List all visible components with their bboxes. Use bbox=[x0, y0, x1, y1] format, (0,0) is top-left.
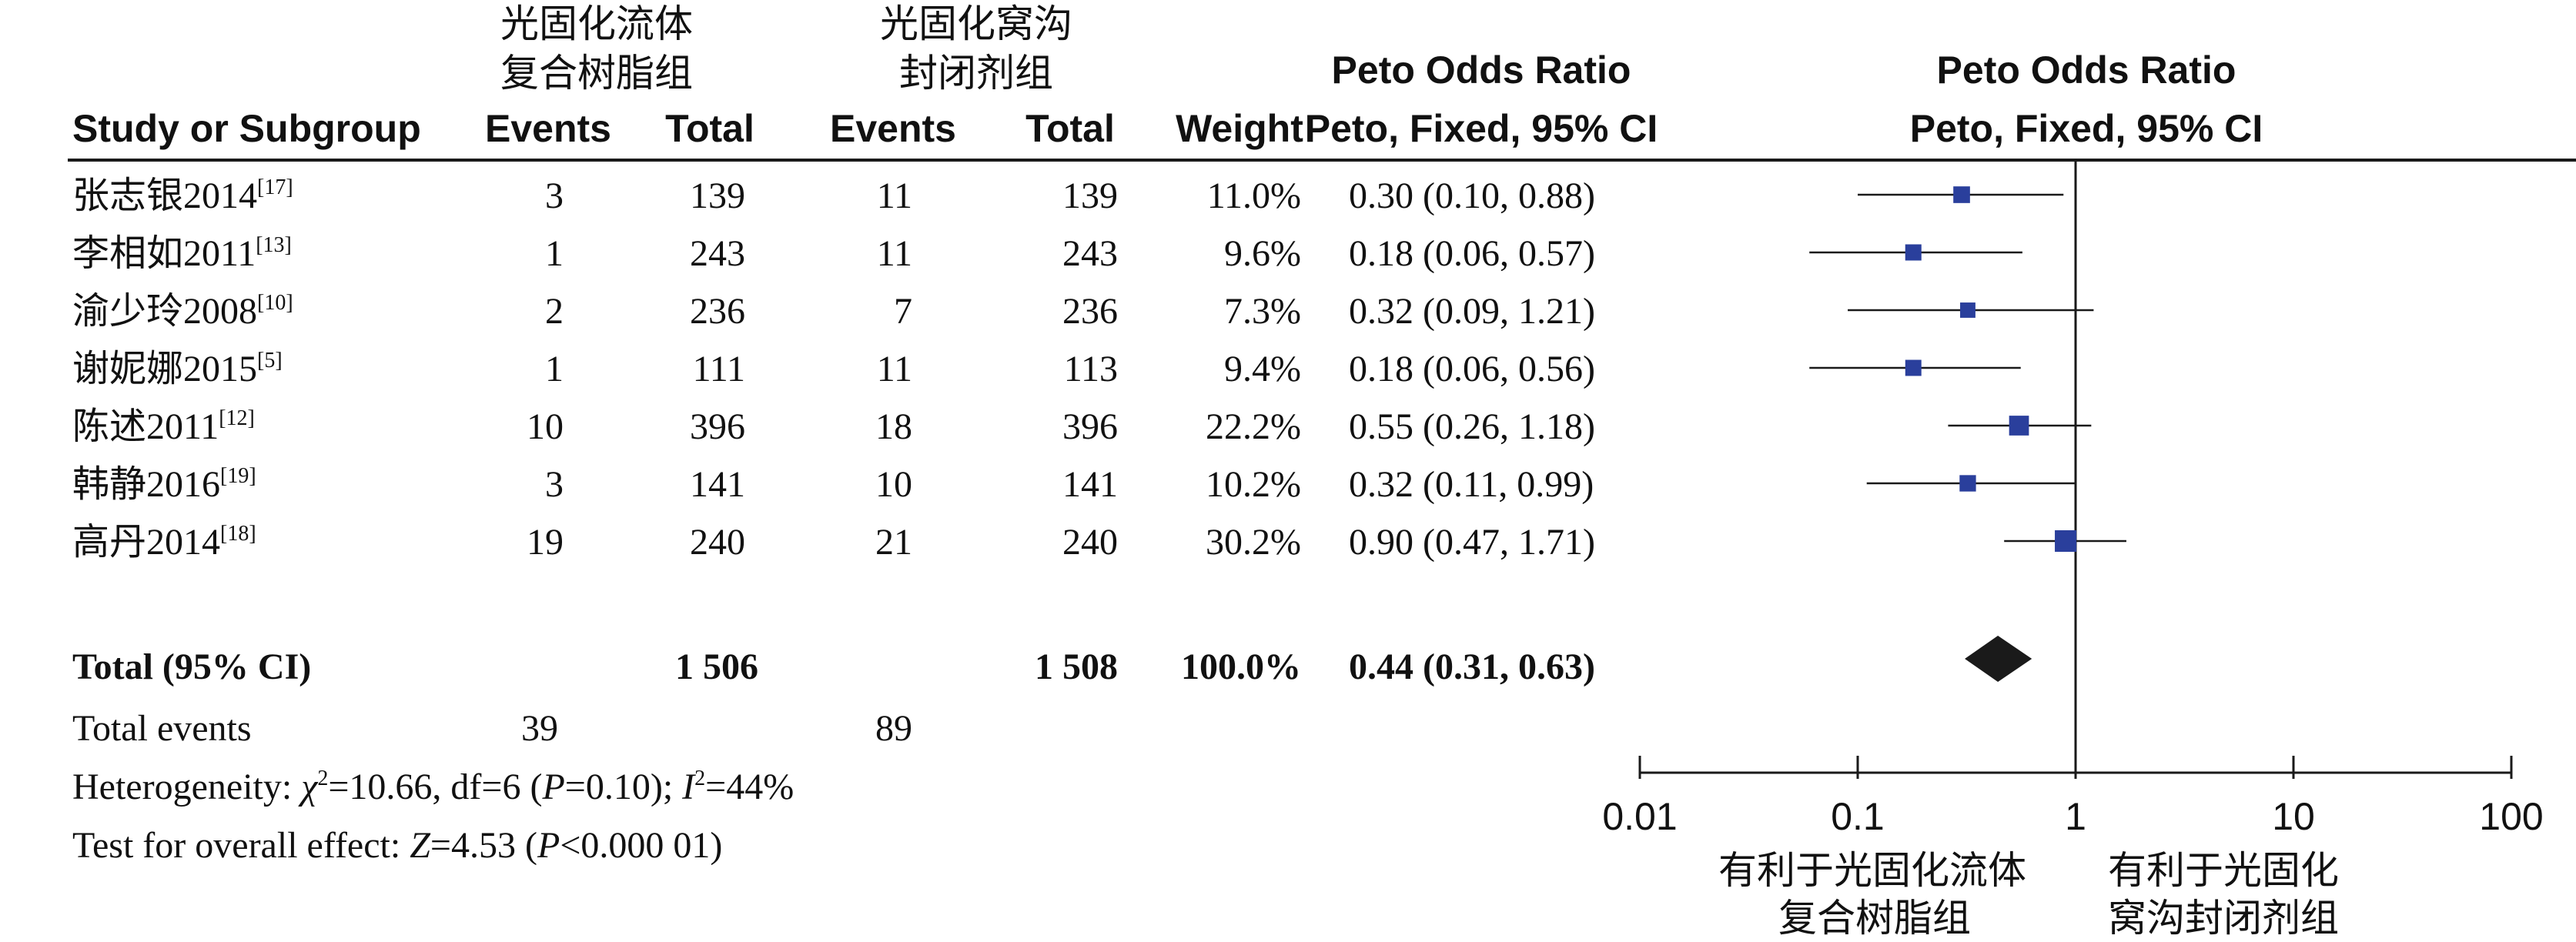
ci-text-cell: 0.55 (0.26, 1.18) bbox=[1349, 406, 1595, 447]
study-name: 李相如2011[13] bbox=[72, 233, 292, 274]
study-name: 谢妮娜2015[5] bbox=[72, 349, 283, 389]
study-name: 陈述2011[12] bbox=[72, 406, 255, 447]
x-tick-label: 0.1 bbox=[1831, 795, 1885, 838]
study-column-header: Study or Subgroup bbox=[72, 107, 421, 150]
group1-header-line1: 光固化流体 bbox=[500, 2, 693, 46]
or-method-header: Peto, Fixed, 95% CI bbox=[1305, 107, 1658, 150]
ci-text-cell: 0.18 (0.06, 0.57) bbox=[1349, 233, 1595, 274]
events2-cell: 11 bbox=[877, 349, 912, 389]
weight-cell: 30.2% bbox=[1206, 522, 1301, 563]
overall-effect-text: Test for overall effect: Z=4.53 (P<0.000… bbox=[72, 825, 722, 866]
total1-cell: 139 bbox=[690, 175, 745, 216]
study-marker bbox=[1953, 186, 1970, 203]
total-label: Total (95% CI) bbox=[72, 646, 311, 687]
total1-cell: 141 bbox=[690, 464, 745, 505]
total2-value: 1 508 bbox=[1035, 646, 1118, 687]
study-marker bbox=[2009, 416, 2029, 436]
study-name: 高丹2014[18] bbox=[72, 522, 256, 563]
x-tick-label: 0.01 bbox=[1602, 795, 1677, 838]
events1-cell: 1 bbox=[545, 349, 564, 389]
events1-cell: 10 bbox=[527, 406, 564, 447]
events1-column-header: Events bbox=[485, 107, 611, 150]
favours-right-line2: 窝沟封闭剂组 bbox=[2108, 896, 2339, 940]
heterogeneity-text: Heterogeneity: χ2=10.66, df=6 (P=0.10); … bbox=[72, 767, 794, 807]
total2-cell: 141 bbox=[1062, 464, 1118, 505]
ci-text-cell: 0.32 (0.11, 0.99) bbox=[1349, 464, 1594, 505]
favours-left-line1: 有利于光固化流体 bbox=[1718, 848, 2026, 893]
ci-text-cell: 0.18 (0.06, 0.56) bbox=[1349, 349, 1595, 389]
x-tick-label: 10 bbox=[2272, 795, 2315, 838]
x-tick-label: 1 bbox=[2065, 795, 2086, 838]
events2-cell: 18 bbox=[875, 406, 912, 447]
total2-column-header: Total bbox=[1025, 107, 1115, 150]
study-name: 张志银2014[17] bbox=[72, 175, 293, 216]
weight-column-header: Weight bbox=[1176, 107, 1303, 150]
total1-column-header: Total bbox=[665, 107, 754, 150]
ci-text-cell: 0.32 (0.09, 1.21) bbox=[1349, 291, 1595, 332]
study-marker bbox=[2055, 530, 2077, 552]
ci-text-cell: 0.30 (0.10, 0.88) bbox=[1349, 175, 1595, 216]
study-marker bbox=[1905, 359, 1922, 376]
total-events-label: Total events bbox=[72, 708, 252, 749]
total-weight-value: 100.0% bbox=[1181, 646, 1301, 687]
summary-diamond bbox=[1965, 636, 2032, 682]
total2-cell: 236 bbox=[1062, 291, 1118, 332]
total-ci-text: 0.44 (0.31, 0.63) bbox=[1349, 646, 1595, 687]
favours-right-line1: 有利于光固化 bbox=[2108, 848, 2339, 893]
weight-cell: 9.4% bbox=[1224, 349, 1301, 389]
events2-cell: 10 bbox=[875, 464, 912, 505]
study-name: 渝少玲2008[10] bbox=[72, 291, 293, 332]
group1-header-line2: 复合树脂组 bbox=[500, 51, 693, 95]
study-name: 韩静2016[19] bbox=[72, 464, 256, 505]
group2-header-line2: 封闭剂组 bbox=[899, 51, 1053, 95]
total1-value: 1 506 bbox=[675, 646, 758, 687]
total-events2-value: 89 bbox=[875, 708, 912, 749]
study-marker bbox=[1960, 302, 1975, 318]
plot-method-header: Peto, Fixed, 95% CI bbox=[1910, 107, 2263, 150]
total2-cell: 243 bbox=[1062, 233, 1118, 274]
total1-cell: 111 bbox=[693, 349, 745, 389]
study-marker bbox=[1905, 244, 1922, 261]
or-header-title: Peto Odds Ratio bbox=[1332, 48, 1631, 92]
study-marker bbox=[1959, 475, 1976, 492]
weight-cell: 22.2% bbox=[1206, 406, 1301, 447]
total1-cell: 243 bbox=[690, 233, 745, 274]
events1-cell: 19 bbox=[527, 522, 564, 563]
weight-cell: 10.2% bbox=[1206, 464, 1301, 505]
events2-cell: 11 bbox=[877, 233, 912, 274]
total2-cell: 139 bbox=[1062, 175, 1118, 216]
events1-cell: 1 bbox=[545, 233, 564, 274]
weight-cell: 7.3% bbox=[1224, 291, 1301, 332]
total-events1-value: 39 bbox=[521, 708, 558, 749]
events2-cell: 21 bbox=[875, 522, 912, 563]
events1-cell: 2 bbox=[545, 291, 564, 332]
total1-cell: 240 bbox=[690, 522, 745, 563]
events2-cell: 7 bbox=[894, 291, 912, 332]
weight-cell: 11.0% bbox=[1207, 175, 1301, 216]
total1-cell: 396 bbox=[690, 406, 745, 447]
total2-cell: 396 bbox=[1062, 406, 1118, 447]
group2-header-line1: 光固化窝沟 bbox=[880, 2, 1072, 46]
ci-text-cell: 0.90 (0.47, 1.71) bbox=[1349, 522, 1595, 563]
total2-cell: 240 bbox=[1062, 522, 1118, 563]
favours-left-line2: 复合树脂组 bbox=[1778, 896, 1971, 940]
total2-cell: 113 bbox=[1064, 349, 1118, 389]
study-rows: 张志银2014[17] 3 139 11 139 11.0% 0.30 (0.10, 0.8… bbox=[72, 175, 1595, 563]
events2-column-header: Events bbox=[830, 107, 956, 150]
x-tick-label: 100 bbox=[2479, 795, 2543, 838]
events1-cell: 3 bbox=[545, 464, 564, 505]
plot-header-title: Peto Odds Ratio bbox=[1937, 48, 2236, 92]
forest-plot-marks: 0.01 0.1 1 10 100 bbox=[1602, 162, 2544, 838]
total1-cell: 236 bbox=[690, 291, 745, 332]
events2-cell: 11 bbox=[877, 175, 912, 216]
events1-cell: 3 bbox=[545, 175, 564, 216]
weight-cell: 9.6% bbox=[1224, 233, 1301, 274]
